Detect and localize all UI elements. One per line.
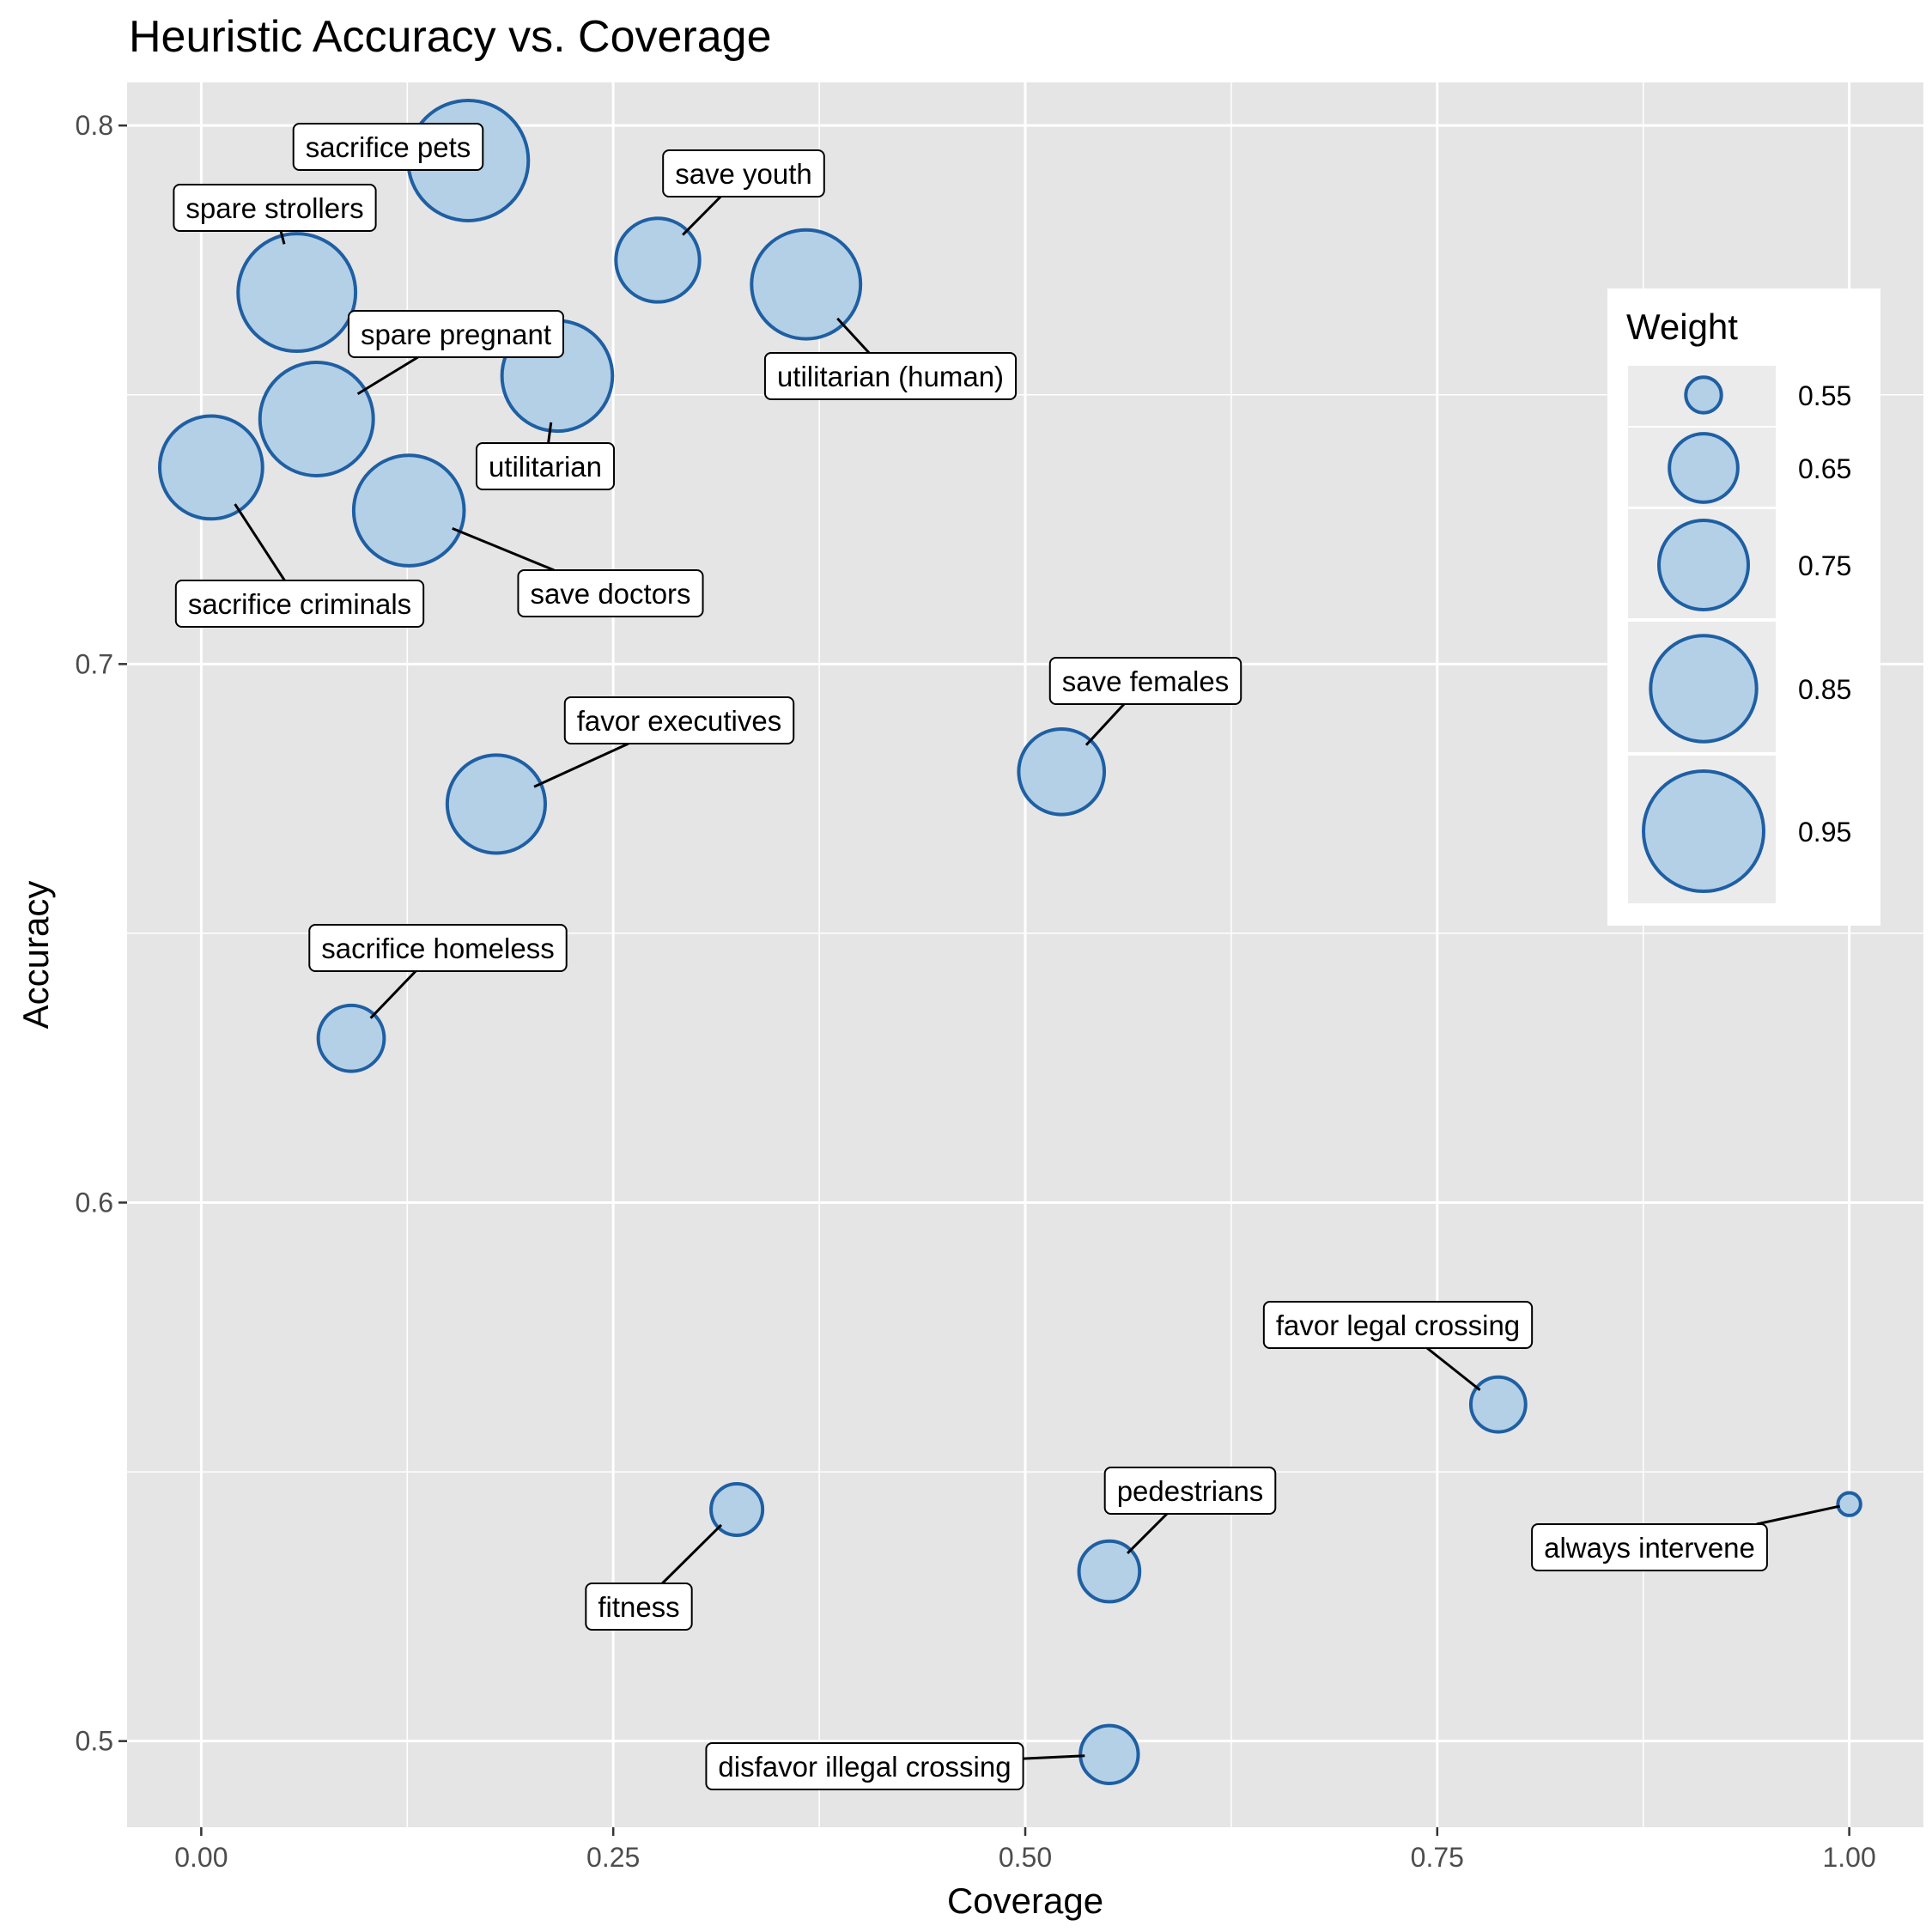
legend-label: 0.85 <box>1798 674 1851 705</box>
label-leader-line <box>682 195 722 236</box>
point-label: sacrifice homeless <box>321 933 554 964</box>
legend-key-circle <box>1668 432 1740 504</box>
label-box <box>705 1742 1024 1790</box>
point-label: utilitarian <box>489 451 602 483</box>
point-label: always intervene <box>1544 1532 1755 1564</box>
point-label: spare strollers <box>185 192 363 224</box>
label-box <box>1103 1467 1277 1515</box>
x-tick-label: 0.00 <box>174 1842 228 1873</box>
label-box <box>173 184 377 232</box>
label-leader-line <box>836 317 871 355</box>
legend-key-circle <box>1684 375 1723 415</box>
data-point <box>157 414 264 521</box>
legend-label: 0.75 <box>1798 550 1851 581</box>
label-leader-line <box>452 526 555 572</box>
x-axis-title: Coverage <box>947 1880 1103 1921</box>
point-label: spare pregnant <box>361 319 551 350</box>
legend-key-circle <box>1656 518 1751 612</box>
label-leader-line <box>234 503 286 581</box>
legend-label: 0.55 <box>1798 380 1851 411</box>
data-point <box>236 232 358 354</box>
point-label: save doctors <box>530 578 690 610</box>
chart-title: Heuristic Accuracy vs. Coverage <box>129 12 772 62</box>
point-label: sacrifice pets <box>306 131 471 163</box>
point-label: utilitarian (human) <box>777 361 1004 392</box>
y-tick-label: 0.7 <box>76 648 113 679</box>
label-leader-line <box>1426 1346 1481 1392</box>
point-label: sacrifice criminals <box>188 588 411 620</box>
y-tick-label: 0.5 <box>76 1726 113 1757</box>
label-box <box>517 569 704 617</box>
x-tick-label: 0.50 <box>999 1842 1052 1873</box>
label-leader-line <box>1084 702 1126 746</box>
point-label: save youth <box>675 158 812 190</box>
point-label: favor executives <box>577 705 781 737</box>
y-tick-label: 0.8 <box>76 110 113 141</box>
label-box <box>292 123 484 171</box>
label-leader-line <box>356 355 419 396</box>
point-labels: sacrifice pets save youth spare strollers u… <box>173 123 1840 1790</box>
legend-label: 0.95 <box>1798 817 1851 848</box>
data-points <box>157 98 1862 1785</box>
label-box <box>1531 1523 1768 1571</box>
point-label: pedestrians <box>1117 1475 1264 1507</box>
axes: 0.00 0.25 0.50 0.75 1.00 0.5 0.6 0.7 0.8 <box>76 110 1876 1873</box>
y-axis-title: Accuracy <box>15 881 56 1030</box>
label-leader-line <box>369 969 417 1019</box>
label-leader-line <box>533 742 629 788</box>
label-box <box>348 310 564 358</box>
label-box <box>662 149 825 197</box>
label-box <box>563 696 795 744</box>
legend-label: 0.65 <box>1798 453 1851 484</box>
label-box <box>1262 1301 1534 1349</box>
data-point <box>709 1481 765 1538</box>
legend-key-circle <box>1649 634 1759 744</box>
label-leader-line <box>279 230 286 245</box>
legend-title: Weight <box>1626 307 1738 347</box>
point-label: disfavor illegal crossing <box>718 1751 1011 1783</box>
x-tick-label: 0.75 <box>1411 1842 1464 1873</box>
label-leader-line <box>547 422 553 444</box>
data-point <box>258 360 375 477</box>
data-point <box>614 216 702 304</box>
data-point <box>1468 1375 1528 1434</box>
data-point <box>351 453 466 568</box>
data-point <box>445 753 547 855</box>
point-label: save females <box>1062 665 1229 697</box>
y-tick-label: 0.6 <box>76 1187 113 1218</box>
data-point <box>1077 1539 1142 1604</box>
legend-key-circle <box>1642 769 1765 893</box>
label-box <box>475 442 616 490</box>
data-point <box>316 1003 386 1073</box>
x-tick-label: 0.25 <box>586 1842 640 1873</box>
label-box <box>308 924 568 972</box>
data-point <box>750 228 863 341</box>
label-box <box>585 1583 693 1631</box>
label-box <box>174 580 425 628</box>
size-legend: Weight 0.55 0.65 0.75 0.85 0.95 <box>1607 289 1880 926</box>
label-leader-line <box>1756 1504 1840 1526</box>
label-leader-line <box>1023 1754 1085 1760</box>
label-leader-line <box>1127 1512 1169 1554</box>
label-box <box>1048 657 1242 705</box>
data-point <box>1078 1723 1140 1785</box>
x-tick-label: 1.00 <box>1822 1842 1875 1873</box>
point-label: fitness <box>598 1591 679 1623</box>
data-point <box>1017 726 1107 817</box>
data-point <box>1836 1491 1862 1517</box>
point-label: favor legal crossing <box>1276 1309 1520 1341</box>
label-box <box>763 352 1018 400</box>
label-leader-line <box>661 1523 723 1585</box>
